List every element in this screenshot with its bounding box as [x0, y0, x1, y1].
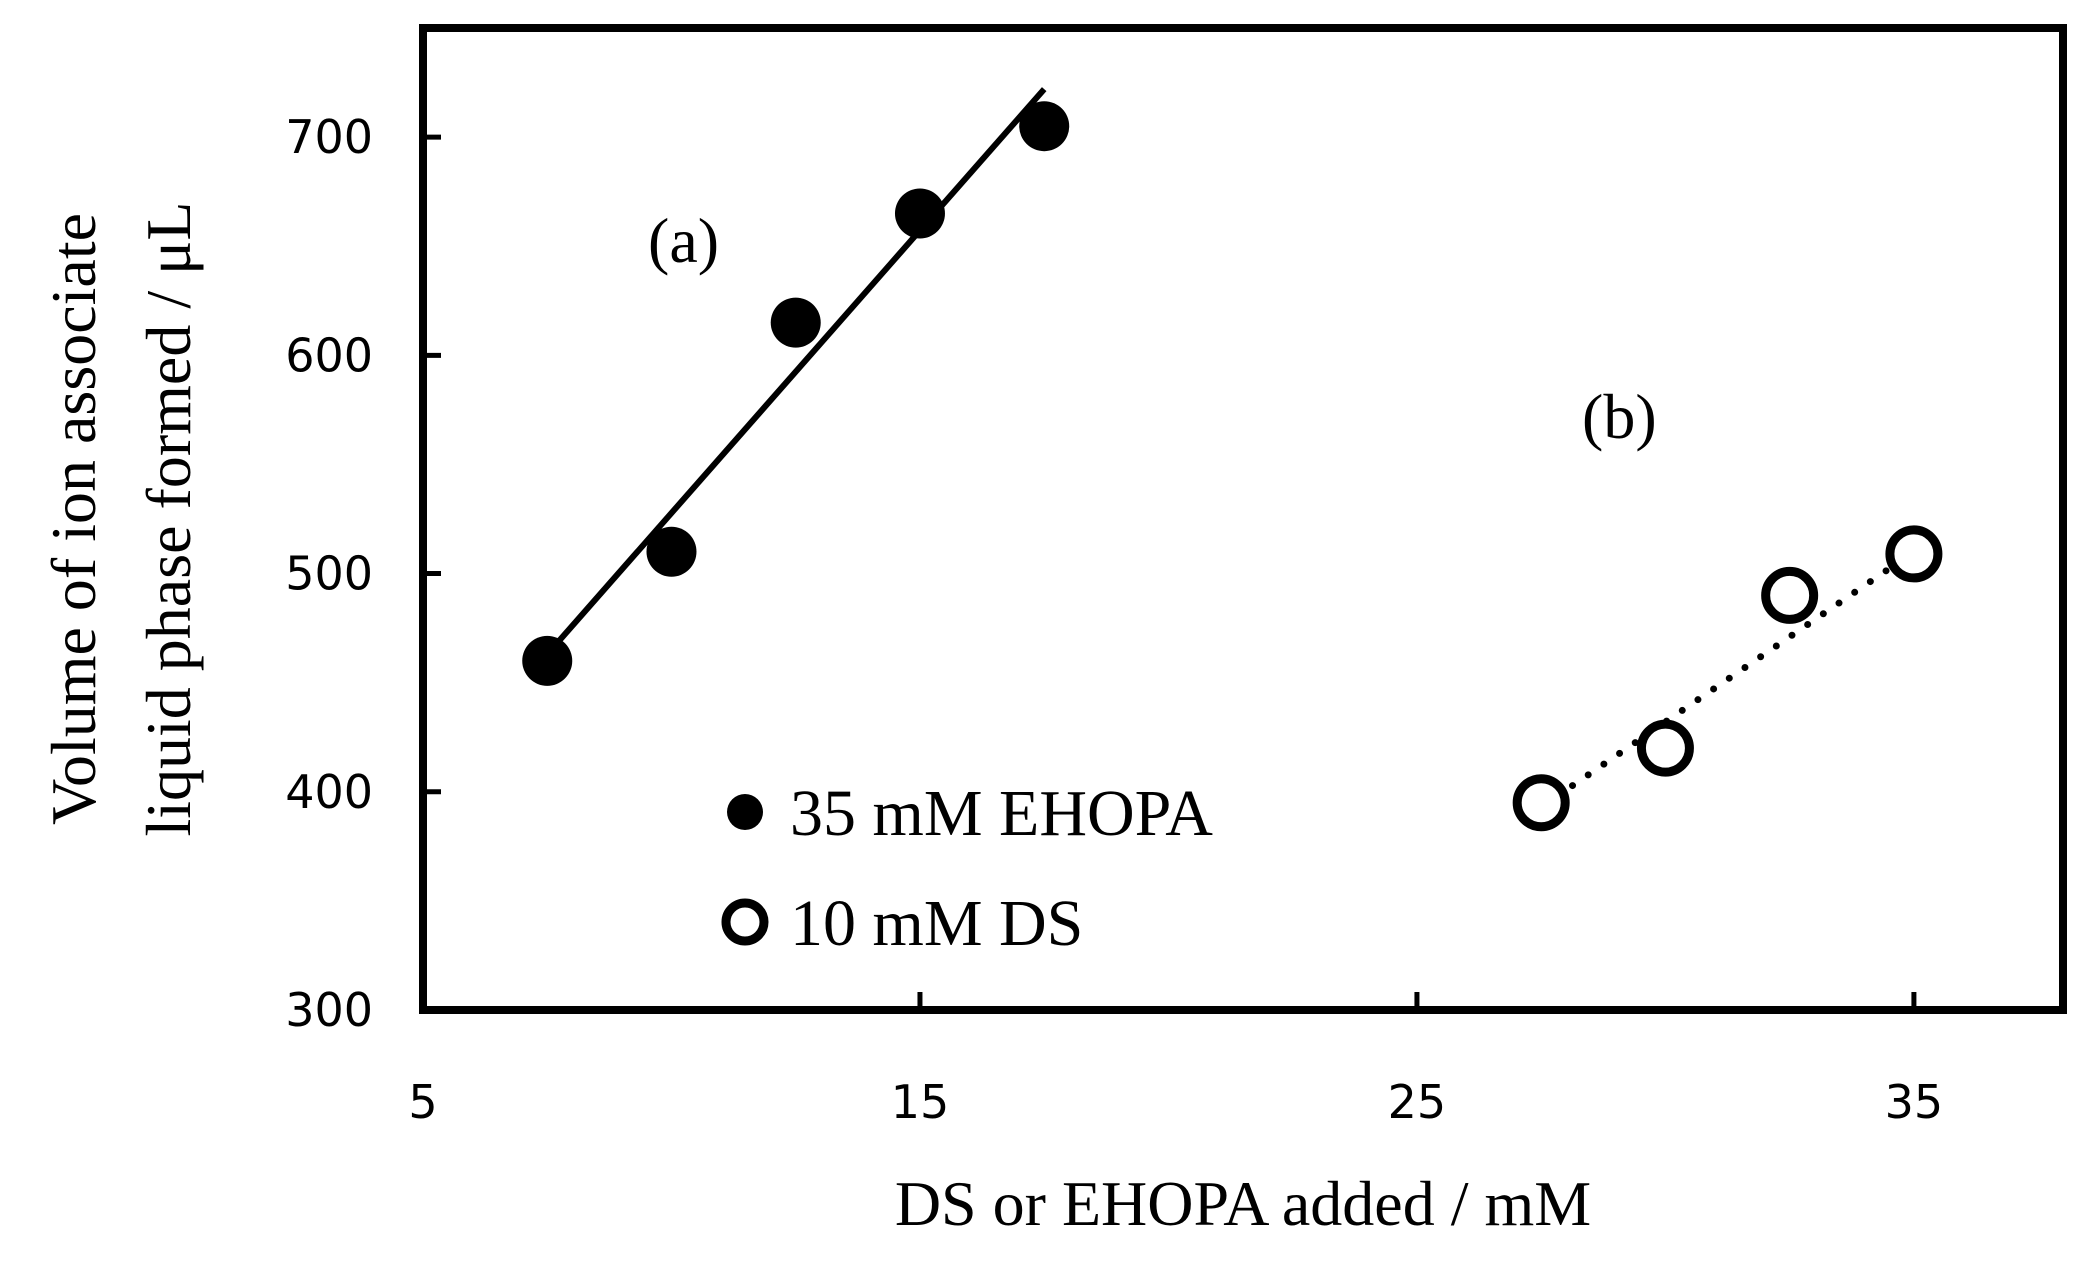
legend: 35 mM EHOPA 10 mM DS [721, 777, 1213, 960]
x-tick-label: 25 [1388, 1075, 1447, 1129]
x-axis-title: DS or EHOPA added / mM [895, 1168, 1591, 1239]
plot-frame [419, 24, 2067, 1014]
x-tick-label: 5 [408, 1075, 437, 1129]
y-tick-label: 700 [285, 110, 373, 164]
y-axis-title-line-2: liquid phase formed / μL [133, 201, 204, 836]
point-ehopa [1019, 101, 1070, 152]
x-tick-label: 15 [891, 1075, 950, 1129]
y-tick-label: 500 [285, 547, 373, 601]
point-ds [1512, 774, 1570, 832]
y-axis-title-line-1: Volume of ion associate [38, 213, 109, 825]
fit-lines [544, 87, 1918, 811]
point-ds [1636, 719, 1694, 777]
tick-labels: 5 15 25 35 300 400 500 600 700 [285, 110, 1943, 1129]
fit-line-ehopa [544, 87, 1047, 657]
axis-ticks [423, 134, 1917, 1010]
point-ehopa [894, 188, 945, 239]
point-ds [1885, 525, 1943, 583]
point-ehopa [522, 635, 573, 686]
annotation-b: (b) [1582, 381, 1657, 452]
point-ehopa [770, 297, 821, 348]
legend-marker-ds [721, 898, 769, 946]
y-tick-label: 400 [285, 765, 373, 819]
data-points [522, 101, 1943, 832]
annotation-a: (a) [648, 205, 719, 276]
y-axis-title: Volume of ion associate liquid phase for… [38, 201, 204, 836]
legend-label-ds: 10 mM DS [790, 887, 1083, 960]
legend-marker-ehopa [727, 794, 763, 830]
point-ds [1761, 566, 1819, 624]
legend-label-ehopa: 35 mM EHOPA [790, 777, 1213, 850]
x-tick-label: 35 [1885, 1075, 1944, 1129]
y-tick-label: 300 [285, 983, 373, 1037]
y-tick-label: 600 [285, 328, 373, 382]
fit-line-ds [1537, 548, 1918, 811]
point-ehopa [646, 526, 697, 577]
